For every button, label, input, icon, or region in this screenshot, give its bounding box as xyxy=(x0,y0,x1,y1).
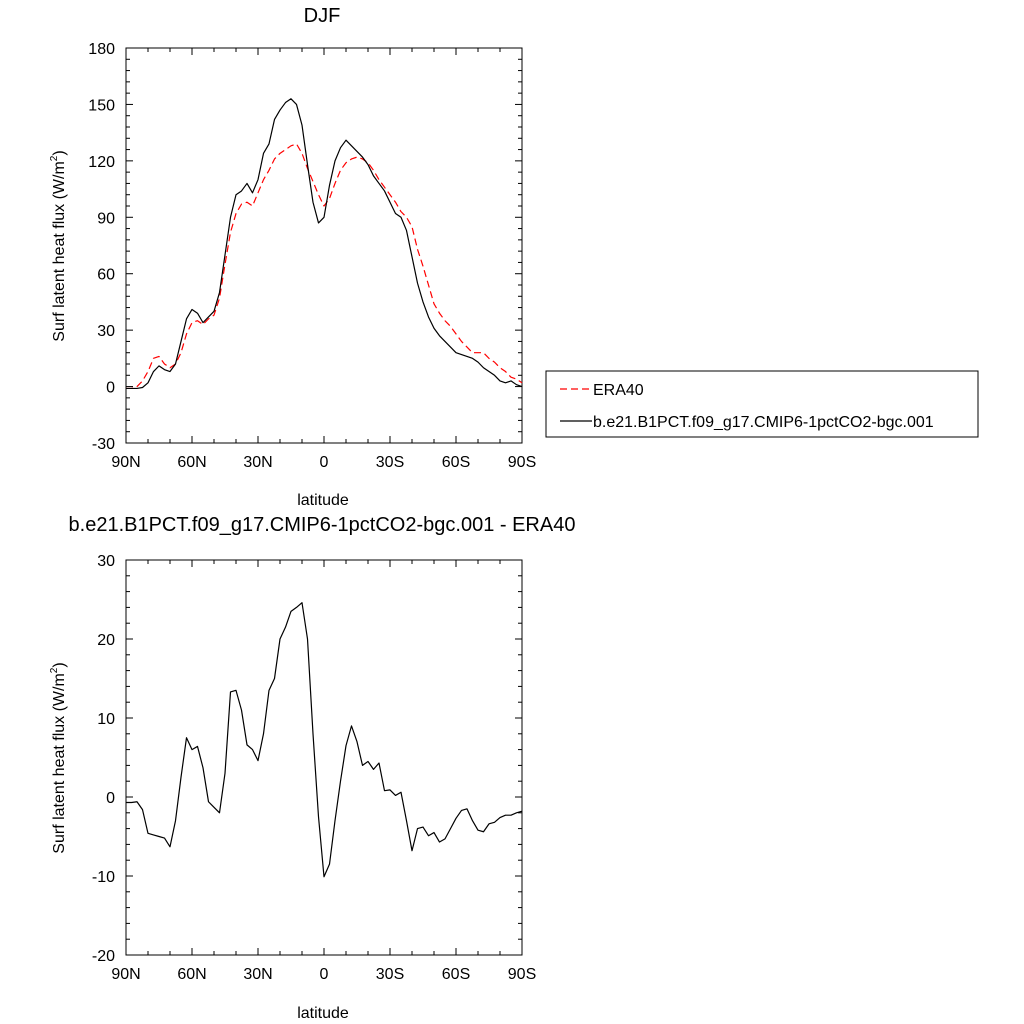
bottom-x-tick-label: 60S xyxy=(442,966,470,983)
top-y-tick-label: 30 xyxy=(97,323,115,340)
bottom-x-tick-label: 30S xyxy=(376,966,404,983)
top-y-tick-label: 150 xyxy=(88,97,115,114)
legend-label-era40: ERA40 xyxy=(593,382,644,399)
bottom-x-tick-label: 90S xyxy=(508,966,536,983)
top-x-axis-label: latitude xyxy=(297,492,349,509)
top-series-group xyxy=(126,98,523,390)
top-y-tick-label: 180 xyxy=(88,41,115,58)
bottom-panel: b.e21.B1PCT.f09_g17.CMIP6-1pctCO2-bgc.00… xyxy=(49,514,575,1022)
bottom-y-tick-label: 10 xyxy=(97,711,115,728)
top-y-tick-label: 0 xyxy=(106,380,115,397)
bottom-series-group xyxy=(126,602,523,878)
legend: ERA40 b.e21.B1PCT.f09_g17.CMIP6-1pctCO2-… xyxy=(545,370,979,438)
bottom-y-tick-label: -20 xyxy=(92,948,115,965)
top-plot-frame xyxy=(125,47,523,444)
top-x-tick-label: 90S xyxy=(508,454,536,471)
top-x-tick-label: 60N xyxy=(177,454,206,471)
bottom-x-axis-label: latitude xyxy=(297,1005,349,1022)
bottom-y-tick-label: 0 xyxy=(106,790,115,807)
legend-box xyxy=(545,370,979,438)
top-y-tick-label: 120 xyxy=(88,154,115,171)
top-x-tick-label: 30S xyxy=(376,454,404,471)
bottom-y-tick-label: 20 xyxy=(97,632,115,649)
top-y-tick-label: 60 xyxy=(97,267,115,284)
bottom-y-tick-label: 30 xyxy=(97,553,115,570)
top-y-axis-label: Surf latent heat flux (W/m2) xyxy=(49,150,68,341)
top-panel: DJF 90N 60N 30N 0 30S 60S 90S -30 0 30 60 90 120 150 1… xyxy=(49,5,536,509)
top-axes-ticks: 90N 60N 30N 0 30S 60S 90S -30 0 30 60 90 120 150 180 xyxy=(88,41,536,471)
bottom-x-tick-label: 30N xyxy=(243,966,272,983)
top-series-line-b-e21-b1pct-f09-g17-cmip6-1pctco2-bgc-001 xyxy=(126,98,523,390)
top-chart-title: DJF xyxy=(304,5,341,27)
bottom-x-tick-label: 60N xyxy=(177,966,206,983)
top-series-line-era40 xyxy=(126,143,523,390)
bottom-plot-frame xyxy=(125,559,523,956)
top-y-tick-label: -30 xyxy=(92,436,115,453)
legend-label-model: b.e21.B1PCT.f09_g17.CMIP6-1pctCO2-bgc.00… xyxy=(593,414,934,431)
top-x-tick-label: 60S xyxy=(442,454,470,471)
top-x-tick-label: 0 xyxy=(320,454,329,471)
top-x-tick-label: 30N xyxy=(243,454,272,471)
bottom-chart-title: b.e21.B1PCT.f09_g17.CMIP6-1pctCO2-bgc.00… xyxy=(69,514,576,536)
top-x-tick-label: 90N xyxy=(111,454,140,471)
bottom-y-axis-label: Surf latent heat flux (W/m2) xyxy=(49,662,68,853)
bottom-series-line-difference xyxy=(126,602,523,878)
top-y-tick-label: 90 xyxy=(97,210,115,227)
bottom-x-tick-label: 0 xyxy=(320,966,329,983)
bottom-x-tick-label: 90N xyxy=(111,966,140,983)
bottom-axes-ticks: 90N 60N 30N 0 30S 60S 90S -20 -10 0 10 20 30 xyxy=(92,553,536,983)
bottom-y-tick-label: -10 xyxy=(92,869,115,886)
